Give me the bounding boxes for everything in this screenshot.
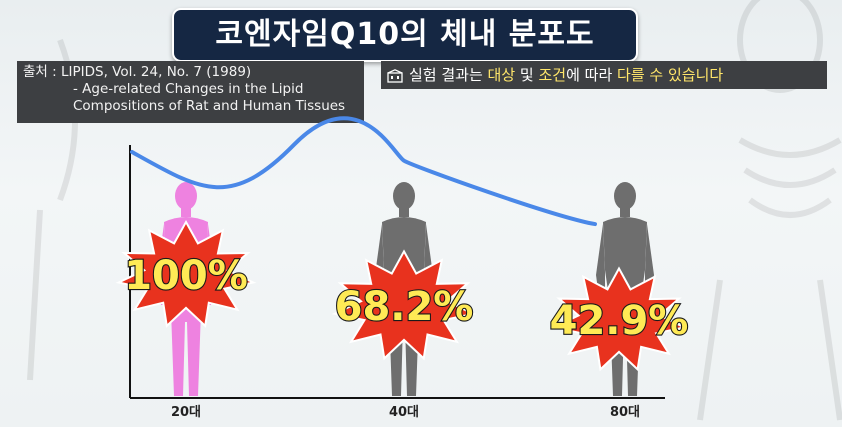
source-colon: : [47, 64, 61, 80]
x-tick-40s: 40대 [388, 405, 420, 420]
value-bursts: 100% 68.2% 42.9% [115, 219, 689, 372]
page-title: 코엔자임Q10의 체내 분포도 [172, 8, 638, 62]
data-label-1: 68.2% [335, 284, 474, 330]
x-tick-20s: 20대 [170, 405, 202, 420]
note-highlight-condition: 조건 [538, 66, 567, 84]
source-journal: LIPIDS, Vol. 24, No. 7 (1989) [60, 64, 252, 80]
note-text-2: 및 [515, 66, 539, 84]
building-icon [387, 68, 403, 83]
burst-shape-1 [331, 249, 477, 361]
source-citation: 출처 : LIPIDS, Vol. 24, No. 7 (1989) - Age… [17, 61, 364, 123]
note-text-3: 에 따라 [566, 66, 618, 84]
x-tick-80s: 80대 [609, 405, 641, 420]
note-highlight-subject: 대상 [487, 66, 516, 84]
series-line [130, 116, 597, 227]
disclaimer-note: 실험 결과는 대상 및 조건에 따라 다를 수 있습니다 [381, 61, 827, 89]
burst-shape-0 [115, 219, 257, 328]
note-highlight-differ: 다를 수 있습니다 [617, 66, 724, 84]
source-article-line-1: - Age-related Changes in the Lipid [73, 81, 304, 97]
source-label: 출처 [23, 64, 48, 80]
burst-shape-2 [550, 266, 688, 372]
data-label-2: 42.9% [550, 298, 689, 344]
source-article-line-2: Compositions of Rat and Human Tissues [73, 98, 346, 114]
data-label-0: 100% [124, 253, 248, 299]
note-text-1: 실험 결과는 [409, 66, 488, 84]
